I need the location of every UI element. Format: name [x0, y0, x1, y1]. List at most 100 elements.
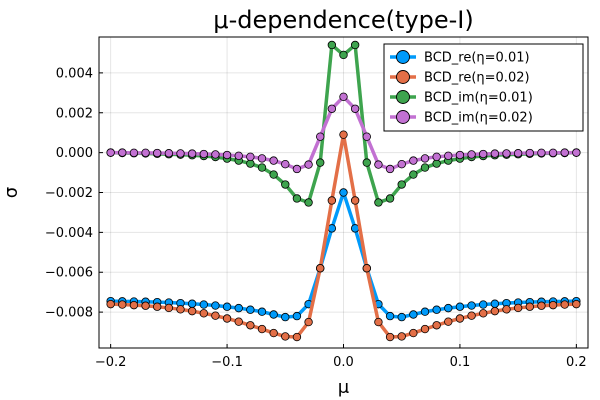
data-point — [444, 317, 453, 326]
legend-marker — [396, 70, 410, 84]
x-axis-label: μ — [338, 377, 350, 398]
data-point — [304, 317, 313, 327]
data-point — [281, 332, 290, 341]
data-point — [490, 149, 500, 158]
data-point — [316, 132, 325, 141]
data-point — [455, 302, 465, 311]
data-point — [374, 317, 383, 327]
legend-item: BCD_re(η=0.02) — [390, 70, 530, 86]
data-point — [479, 149, 488, 159]
legend-item: BCD_im(η=0.01) — [390, 90, 533, 106]
data-point — [350, 196, 360, 205]
data-point — [211, 311, 220, 320]
data-point — [374, 198, 383, 207]
y-tick-label: 0.000 — [56, 146, 93, 161]
data-point — [525, 148, 534, 158]
data-point — [455, 150, 465, 160]
data-point — [106, 148, 115, 157]
data-point — [292, 332, 302, 342]
data-point — [129, 148, 139, 158]
data-point — [164, 149, 174, 158]
y-axis-label: σ — [1, 187, 22, 198]
data-point — [129, 300, 139, 310]
data-point — [420, 163, 430, 172]
data-point — [339, 92, 348, 102]
data-point — [327, 196, 337, 205]
data-point — [362, 158, 371, 167]
data-point — [176, 305, 185, 314]
data-point — [246, 305, 255, 314]
data-point — [141, 301, 150, 310]
chart-title: μ-dependence(type-I) — [213, 6, 473, 34]
data-point — [467, 301, 476, 310]
data-point — [490, 299, 500, 308]
data-point — [118, 300, 127, 309]
data-point — [444, 303, 453, 313]
data-point — [292, 194, 302, 203]
data-point — [187, 306, 197, 316]
data-point — [385, 311, 395, 321]
data-point — [409, 156, 418, 165]
legend-item: BCD_im(η=0.02) — [390, 110, 533, 126]
data-point — [234, 151, 243, 161]
data-point — [153, 302, 162, 311]
data-point — [222, 150, 232, 160]
data-point — [211, 301, 220, 310]
data-point — [490, 306, 500, 316]
data-point — [269, 156, 278, 165]
data-point — [455, 314, 465, 323]
data-point — [525, 302, 534, 311]
legend-marker — [396, 50, 410, 64]
data-point — [281, 312, 290, 322]
data-point — [281, 159, 290, 169]
data-point — [548, 148, 558, 158]
data-point — [420, 324, 430, 334]
data-point — [327, 40, 337, 50]
series-layer — [106, 40, 581, 342]
data-point — [316, 264, 325, 273]
data-point — [444, 151, 453, 161]
data-point — [548, 300, 558, 310]
data-point — [316, 158, 325, 167]
data-point — [141, 148, 150, 158]
legend-marker — [396, 90, 410, 104]
legend: BCD_re(η=0.01) BCD_re(η=0.02) BCD_im(η=0.0… — [383, 43, 584, 132]
data-point — [432, 152, 441, 162]
data-point — [409, 328, 418, 338]
data-point — [513, 149, 523, 158]
series-2 — [106, 130, 581, 342]
data-point — [409, 170, 418, 179]
data-point — [199, 309, 208, 318]
x-tick-label: 0.0 — [333, 355, 354, 370]
x-tick-label: 0.1 — [450, 355, 471, 370]
data-point — [222, 314, 232, 323]
data-point — [513, 303, 523, 313]
ticks: −0.2 −0.1 0.0 0.1 0.2 −0.008 −0.006 −0.004 −0.00… — [45, 66, 587, 370]
data-point — [246, 321, 255, 330]
data-point — [281, 180, 290, 189]
data-point — [304, 198, 313, 207]
data-point — [234, 303, 243, 313]
data-point — [187, 299, 197, 308]
data-point — [397, 312, 406, 322]
data-point — [304, 160, 313, 169]
x-tick-label: −0.1 — [211, 355, 243, 370]
data-point — [467, 150, 476, 159]
data-point — [211, 150, 220, 159]
data-point — [572, 299, 581, 309]
data-point — [397, 332, 406, 341]
data-point — [420, 154, 430, 163]
data-point — [432, 321, 441, 330]
data-point — [572, 148, 581, 157]
data-point — [269, 328, 278, 338]
y-tick-label: −0.006 — [45, 266, 93, 281]
data-point — [560, 300, 569, 309]
data-point — [199, 300, 208, 309]
data-point — [362, 264, 371, 273]
data-point — [106, 299, 115, 309]
data-point — [560, 148, 569, 157]
data-point — [246, 152, 255, 162]
data-point — [269, 310, 278, 319]
data-point — [479, 300, 488, 309]
